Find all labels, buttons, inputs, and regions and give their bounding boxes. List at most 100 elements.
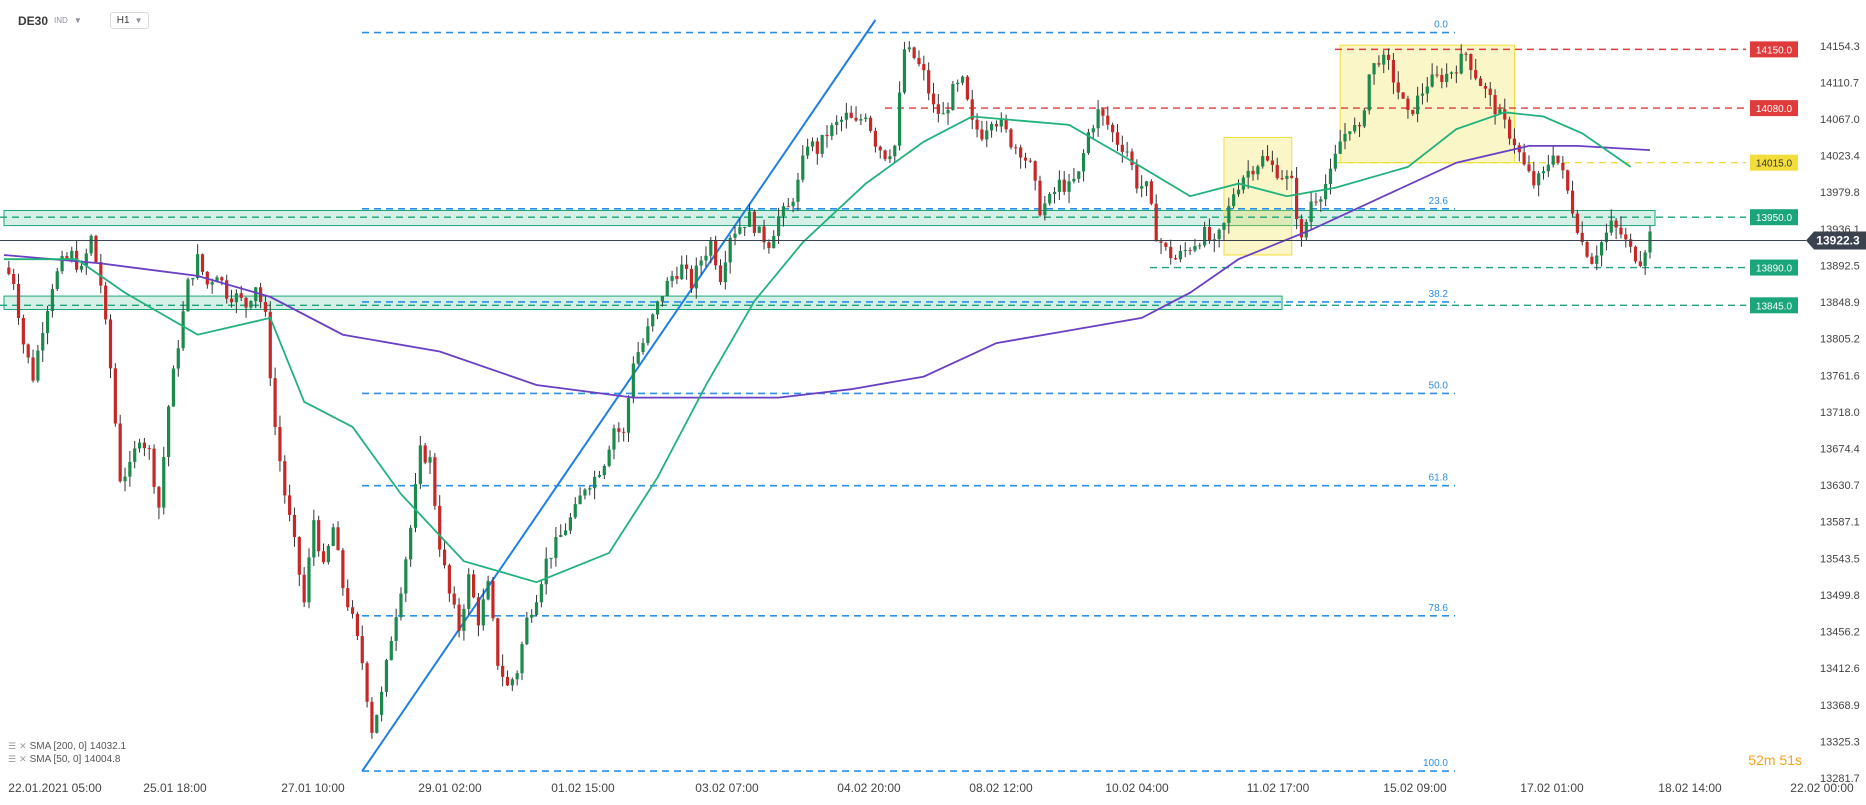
- candle-body: [859, 119, 863, 121]
- candle-body: [772, 235, 776, 249]
- close-icon[interactable]: ✕: [19, 741, 27, 751]
- candle-body: [835, 121, 839, 126]
- candle-body: [675, 275, 679, 280]
- legend-sma200[interactable]: ☰ ✕ SMA [200, 0] 14032.1: [8, 740, 126, 753]
- candle-body: [960, 76, 965, 83]
- candle-body: [1527, 164, 1531, 172]
- candle-body: [1072, 178, 1076, 182]
- candle-body: [1372, 63, 1376, 75]
- candle-body: [1212, 239, 1216, 241]
- candle-body: [341, 550, 345, 589]
- candle-body: [350, 607, 355, 614]
- candle-body: [399, 593, 403, 618]
- fibonacci-levels: 0.0 23.6 38.2 50.0 61.8 78.6 100.0: [362, 20, 1455, 772]
- timeframe-label: H1: [116, 15, 130, 26]
- candle-body: [1362, 110, 1366, 127]
- candle-body: [79, 265, 84, 270]
- candle-body: [1256, 166, 1260, 175]
- candle-body: [1091, 128, 1095, 133]
- candle-body: [16, 284, 21, 318]
- candle-body: [1052, 191, 1057, 195]
- y-tick-label: 13761.6: [1820, 370, 1860, 382]
- candle-body: [554, 536, 558, 558]
- candle-body: [767, 242, 771, 249]
- fib-level-label: 100.0: [1423, 758, 1448, 769]
- y-tick-label: 13325.3: [1820, 736, 1860, 748]
- candle-body: [1328, 168, 1333, 184]
- candle-body: [830, 125, 834, 137]
- candle-body: [336, 527, 340, 551]
- candle-body: [147, 448, 151, 450]
- candle-body: [1203, 227, 1207, 246]
- candle-body: [1048, 194, 1052, 204]
- close-icon[interactable]: ✕: [19, 754, 27, 764]
- candle-body: [1261, 156, 1265, 167]
- candle-body: [380, 691, 384, 715]
- candle-body: [1435, 74, 1439, 76]
- level-tag-label: 14015.0: [1756, 159, 1793, 170]
- candle-body: [1541, 171, 1546, 174]
- candle-body: [951, 84, 955, 111]
- candle-body: [1585, 242, 1589, 257]
- x-axis: 22.01.2021 05:00 25.01 18:00 27.01 10:00 29…: [8, 781, 1854, 795]
- candle-body: [1004, 118, 1008, 130]
- candle-body: [157, 486, 161, 508]
- x-tick-label: 01.02 15:00: [551, 781, 615, 795]
- candle-body: [133, 448, 137, 462]
- indicator-settings-icon[interactable]: ☰: [8, 741, 17, 751]
- symbol-name[interactable]: DE30: [18, 13, 49, 28]
- candle-body: [970, 99, 974, 120]
- candle-body: [191, 278, 195, 280]
- legend-sma50[interactable]: ☰ ✕ SMA [50, 0] 14004.8: [8, 753, 126, 766]
- candle-body: [1232, 194, 1236, 207]
- candle-body: [1377, 63, 1381, 65]
- candle-body: [288, 495, 292, 515]
- level-tag: [1750, 100, 1798, 117]
- sma50-line: [4, 111, 1632, 584]
- candle-body: [559, 535, 563, 537]
- indicator-legend: ☰ ✕ SMA [200, 0] 14032.1 ☰ ✕ SMA [50, 0]…: [8, 740, 126, 766]
- current-price-label: 13922.3: [1816, 233, 1860, 247]
- candle-body: [273, 378, 277, 428]
- candle-body: [1537, 173, 1541, 186]
- candle-body: [1609, 220, 1613, 233]
- x-tick-label: 18.02 14:00: [1658, 781, 1722, 795]
- candle-body: [331, 527, 335, 546]
- candle-body: [525, 617, 529, 645]
- candle-body: [1038, 180, 1042, 216]
- candle-body: [1222, 222, 1226, 230]
- candle-body: [898, 92, 902, 146]
- candle-body: [602, 465, 606, 476]
- candle-body: [1014, 147, 1018, 149]
- candle-body: [1614, 220, 1618, 228]
- moving-averages: [3, 111, 1651, 584]
- candle-body: [1198, 245, 1202, 247]
- candle-body: [1498, 109, 1502, 115]
- level-tag: [1750, 41, 1798, 58]
- candle-body: [864, 117, 868, 120]
- candle-body: [583, 489, 587, 496]
- candle-body: [1106, 115, 1110, 125]
- candle-body: [1009, 129, 1013, 148]
- timeframe-select[interactable]: H1 ▼: [109, 12, 149, 29]
- level-tag-label: 14080.0: [1756, 104, 1793, 115]
- candle-body: [428, 457, 432, 463]
- candle-body: [1043, 203, 1047, 216]
- candle-body: [462, 608, 466, 631]
- indicator-settings-icon[interactable]: ☰: [8, 754, 17, 764]
- candle-body: [365, 663, 369, 702]
- sma200-line: [3, 145, 1651, 399]
- candle-body: [1343, 133, 1347, 142]
- candle-body: [825, 134, 829, 137]
- legend-value: 14032.1: [89, 741, 127, 752]
- candle-body: [501, 665, 505, 677]
- candle-body: [413, 484, 418, 528]
- level-tag-label: 13950.0: [1756, 213, 1793, 224]
- candle-body: [936, 104, 940, 114]
- candle-body: [617, 428, 621, 432]
- candle-body: [384, 660, 389, 692]
- candle-body: [636, 352, 640, 364]
- candle-body: [1590, 256, 1594, 264]
- chevron-down-icon[interactable]: ▼: [73, 16, 82, 25]
